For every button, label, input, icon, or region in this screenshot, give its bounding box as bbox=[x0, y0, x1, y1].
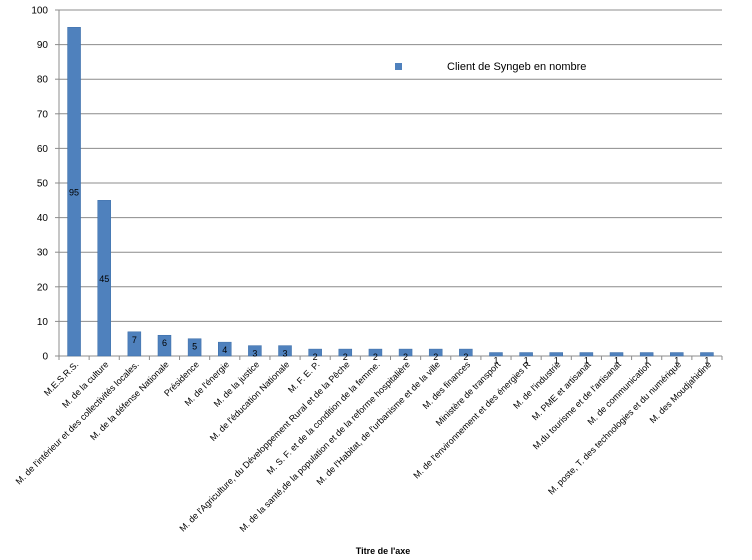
x-category-label: M. S. F. et de la condition de la femme. bbox=[265, 359, 382, 476]
data-label: 2 bbox=[343, 352, 348, 362]
bar bbox=[187, 338, 202, 357]
data-label: 1 bbox=[584, 356, 589, 366]
data-labels: 95 45 7 6 5 4 3 3 2 2 2 2 2 2 1 1 1 1 1 1 1 1 bbox=[69, 188, 709, 366]
bar bbox=[609, 352, 624, 357]
y-tick-label: 30 bbox=[37, 248, 49, 259]
data-label: 7 bbox=[132, 335, 137, 345]
legend-label: Client de Syngeb en nombre bbox=[447, 61, 586, 73]
bar bbox=[67, 27, 81, 357]
y-tick-label: 20 bbox=[37, 282, 49, 293]
y-tick-labels: 0 10 20 30 40 50 60 70 80 90 100 bbox=[31, 6, 48, 363]
bar bbox=[700, 352, 714, 357]
bar bbox=[459, 348, 473, 357]
bar bbox=[579, 352, 594, 357]
data-label: 1 bbox=[704, 356, 709, 366]
bar bbox=[398, 348, 413, 357]
x-category-label: M. des Moudjahidine bbox=[648, 359, 714, 425]
data-label: 4 bbox=[222, 345, 227, 355]
y-tick-label: 80 bbox=[37, 75, 49, 86]
y-tick-label: 40 bbox=[37, 213, 49, 224]
bar bbox=[368, 348, 383, 357]
y-tick-label: 60 bbox=[37, 144, 49, 155]
data-label: 1 bbox=[614, 356, 619, 366]
bar bbox=[157, 334, 172, 357]
y-tick-label: 100 bbox=[31, 6, 48, 17]
bar bbox=[127, 331, 142, 357]
data-label: 2 bbox=[433, 352, 438, 362]
y-tick-label: 0 bbox=[42, 352, 48, 363]
y-tick-label: 90 bbox=[37, 40, 49, 51]
data-label: 2 bbox=[313, 352, 318, 362]
data-label: 1 bbox=[524, 356, 529, 366]
data-label: 45 bbox=[99, 274, 109, 284]
bar bbox=[278, 345, 292, 357]
bars bbox=[67, 27, 714, 357]
x-axis-title: Titre de l'axe bbox=[356, 546, 411, 556]
y-tick-label: 50 bbox=[37, 179, 49, 190]
bar bbox=[670, 352, 684, 357]
data-label: 2 bbox=[373, 352, 378, 362]
x-category-label: M. de l'intérieur et des collectivités l… bbox=[14, 359, 141, 486]
bar bbox=[489, 352, 503, 357]
data-label: 5 bbox=[192, 342, 197, 352]
bar bbox=[308, 348, 322, 357]
gridlines bbox=[59, 9, 722, 322]
data-label: 2 bbox=[403, 352, 408, 362]
data-label: 95 bbox=[69, 188, 79, 198]
bar bbox=[519, 352, 533, 357]
bar bbox=[428, 348, 443, 357]
bar bbox=[639, 352, 654, 357]
bar bbox=[218, 341, 232, 357]
legend: Client de Syngeb en nombre bbox=[395, 61, 586, 73]
y-tick-label: 10 bbox=[37, 317, 49, 328]
bar bbox=[248, 345, 262, 357]
legend-swatch bbox=[395, 63, 402, 70]
bar bbox=[549, 352, 563, 357]
axes bbox=[55, 9, 723, 360]
data-label: 2 bbox=[463, 352, 468, 362]
data-label: 1 bbox=[644, 356, 649, 366]
bar bbox=[97, 200, 111, 357]
y-tick-label: 70 bbox=[37, 109, 49, 120]
data-label: 1 bbox=[674, 356, 679, 366]
data-label: 1 bbox=[554, 356, 559, 366]
bar bbox=[338, 348, 353, 357]
data-label: 3 bbox=[252, 349, 257, 359]
data-label: 1 bbox=[493, 356, 498, 366]
data-label: 6 bbox=[162, 338, 167, 348]
data-label: 3 bbox=[283, 349, 288, 359]
